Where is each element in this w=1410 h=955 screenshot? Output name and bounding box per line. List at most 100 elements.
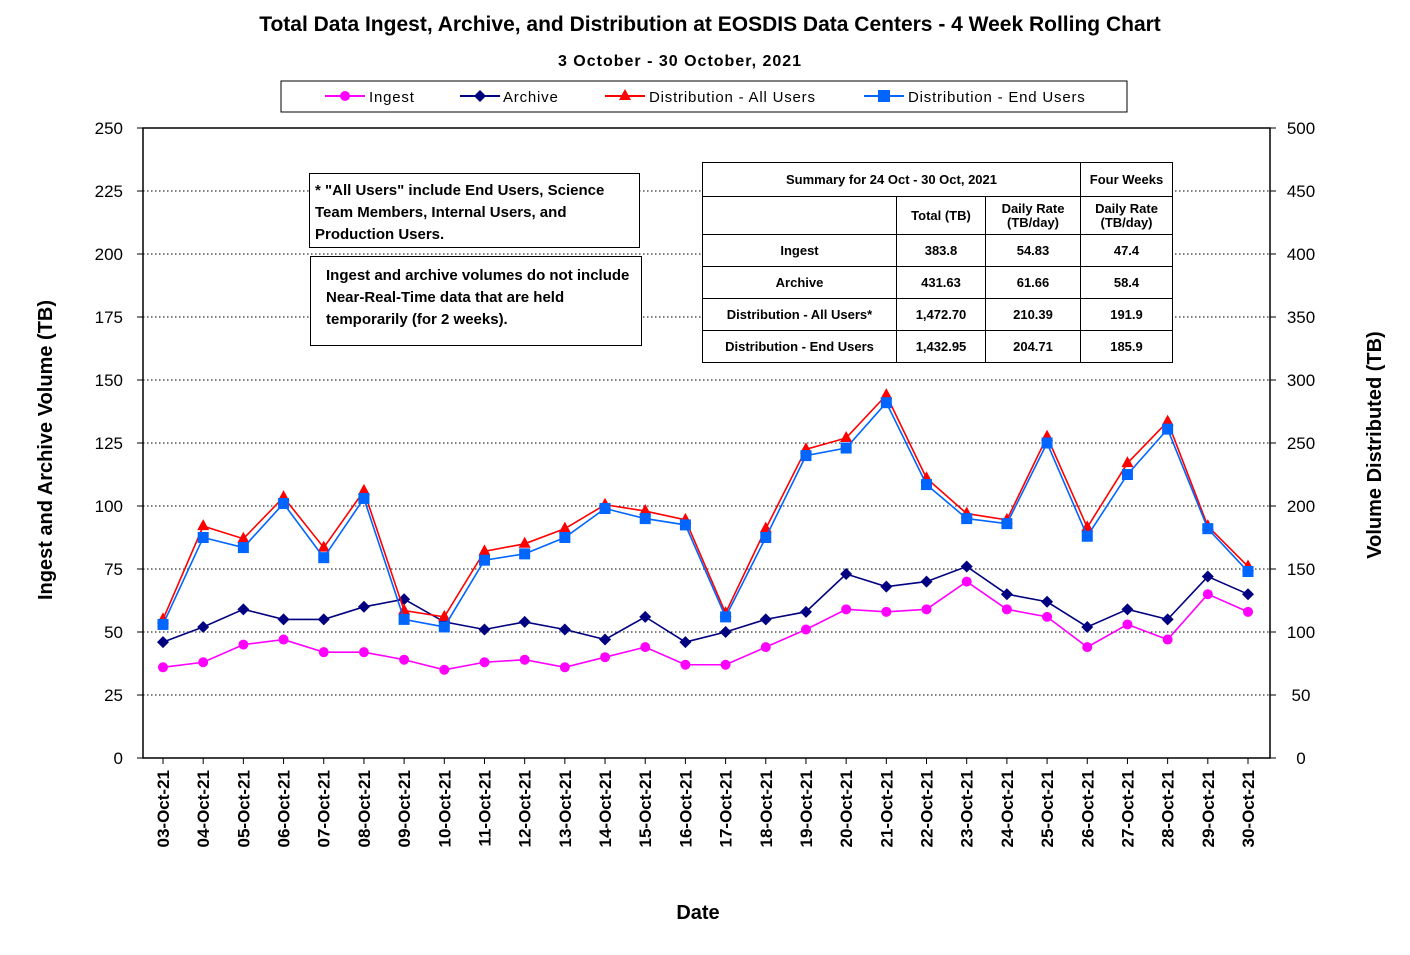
data-point bbox=[680, 659, 691, 670]
y-tick-label-left: 150 bbox=[95, 371, 123, 390]
summary-total: 1,472.70 bbox=[896, 298, 986, 331]
data-point bbox=[558, 521, 571, 533]
legend-label-distribution-all: Distribution - All Users bbox=[649, 89, 816, 106]
summary-daily: 204.71 bbox=[985, 330, 1081, 363]
summary-row-distribution-end: Distribution - End Users 1,432.95 204.71… bbox=[702, 330, 1173, 363]
data-point bbox=[759, 613, 772, 626]
data-point bbox=[559, 532, 571, 543]
data-point bbox=[237, 531, 250, 543]
x-tick-label: 18-Oct-21 bbox=[757, 770, 776, 847]
data-point bbox=[197, 532, 209, 543]
data-point bbox=[357, 483, 370, 495]
x-tick-label: 06-Oct-21 bbox=[275, 770, 294, 847]
data-point bbox=[277, 613, 290, 626]
data-point bbox=[840, 568, 853, 581]
data-point bbox=[760, 532, 772, 543]
data-point bbox=[317, 613, 330, 626]
y-tick-label-left: 175 bbox=[95, 308, 123, 327]
data-point bbox=[398, 613, 410, 625]
legend: Ingest Archive Distribution - All Users … bbox=[280, 80, 1128, 113]
x-axis: 03-Oct-21 04-Oct-21 05-Oct-21 06-Oct-21 07-O… bbox=[154, 758, 1258, 847]
data-point bbox=[278, 634, 289, 645]
data-point bbox=[799, 605, 812, 618]
summary-daily: 210.39 bbox=[985, 298, 1081, 331]
x-tick-label: 23-Oct-21 bbox=[958, 770, 977, 847]
data-point bbox=[679, 519, 691, 531]
data-point bbox=[559, 662, 570, 673]
legend-marker-archive bbox=[474, 90, 486, 102]
data-point bbox=[640, 642, 651, 653]
data-point bbox=[1162, 423, 1174, 435]
data-point bbox=[519, 548, 531, 560]
x-tick-label: 04-Oct-21 bbox=[194, 770, 213, 847]
data-point bbox=[961, 576, 972, 587]
data-point bbox=[278, 497, 290, 509]
data-point bbox=[881, 606, 892, 617]
data-point bbox=[357, 600, 370, 613]
data-point bbox=[1161, 613, 1174, 626]
data-point bbox=[720, 659, 731, 670]
data-point bbox=[1001, 518, 1013, 530]
data-point bbox=[1081, 530, 1093, 542]
data-point bbox=[1121, 469, 1133, 480]
x-axis-label: Date bbox=[676, 902, 719, 924]
y-tick-label-right: 200 bbox=[1287, 497, 1315, 516]
x-tick-label: 03-Oct-21 bbox=[154, 770, 173, 847]
series-layer bbox=[157, 388, 1254, 675]
summary-row-label: Distribution - End Users bbox=[702, 330, 897, 363]
data-point bbox=[841, 604, 852, 615]
data-point bbox=[921, 479, 933, 491]
series-archive bbox=[157, 560, 1254, 649]
data-point bbox=[800, 624, 811, 635]
summary-col-daily: Daily Rate (TB/day) bbox=[985, 196, 1081, 235]
data-point bbox=[158, 662, 168, 673]
data-point bbox=[1242, 588, 1254, 601]
data-point bbox=[1042, 611, 1053, 622]
data-point bbox=[1082, 642, 1093, 653]
data-point bbox=[840, 430, 853, 442]
x-tick-label: 17-Oct-21 bbox=[717, 770, 736, 847]
data-point bbox=[1121, 603, 1134, 616]
data-point bbox=[318, 552, 330, 564]
summary-daily4: 185.9 bbox=[1080, 330, 1173, 363]
y-tick-label-right: 50 bbox=[1292, 686, 1311, 705]
data-point bbox=[238, 639, 249, 650]
x-tick-label: 21-Oct-21 bbox=[877, 770, 896, 847]
y-tick-label-right: 350 bbox=[1287, 308, 1315, 327]
data-point bbox=[518, 536, 531, 548]
summary-row-label: Archive bbox=[702, 266, 897, 299]
data-point bbox=[880, 388, 893, 400]
x-tick-label: 15-Oct-21 bbox=[636, 770, 655, 847]
x-tick-label: 08-Oct-21 bbox=[355, 770, 374, 847]
y-tick-label-left: 125 bbox=[95, 434, 123, 453]
y-tick-label-left: 0 bbox=[114, 749, 123, 768]
data-point bbox=[880, 397, 892, 409]
summary-col-daily4: Daily Rate (TB/day) bbox=[1080, 196, 1173, 235]
x-tick-label: 19-Oct-21 bbox=[797, 770, 816, 847]
data-point bbox=[438, 609, 451, 621]
summary-row-ingest: Ingest 383.8 54.83 47.4 bbox=[702, 234, 1173, 267]
summary-row-label: Distribution - All Users* bbox=[702, 298, 897, 331]
x-tick-label: 11-Oct-21 bbox=[475, 770, 494, 847]
data-point bbox=[1001, 604, 1012, 615]
series-distribution-end-users bbox=[157, 397, 1254, 633]
y-tick-label-left: 25 bbox=[104, 686, 123, 705]
data-point bbox=[599, 633, 612, 646]
right-axis: 0 50 100 150 200 250 300 350 400 450 500 bbox=[1270, 119, 1315, 768]
data-point bbox=[157, 636, 169, 649]
summary-col-total: Total (TB) bbox=[896, 196, 986, 235]
y-tick-label-right: 0 bbox=[1296, 749, 1305, 768]
data-point bbox=[719, 626, 732, 638]
data-point bbox=[960, 560, 973, 573]
series-line bbox=[162, 565, 1249, 643]
data-point bbox=[1000, 588, 1013, 601]
y-tick-label-right: 100 bbox=[1287, 623, 1315, 642]
y-tick-label-left: 50 bbox=[104, 623, 123, 642]
x-tick-label: 22-Oct-21 bbox=[918, 770, 937, 847]
data-point bbox=[157, 618, 169, 630]
y-axis-left-label: Ingest and Archive Volume (TB) bbox=[35, 300, 57, 600]
data-point bbox=[399, 654, 410, 665]
data-point bbox=[1202, 589, 1213, 600]
data-point bbox=[600, 652, 611, 663]
